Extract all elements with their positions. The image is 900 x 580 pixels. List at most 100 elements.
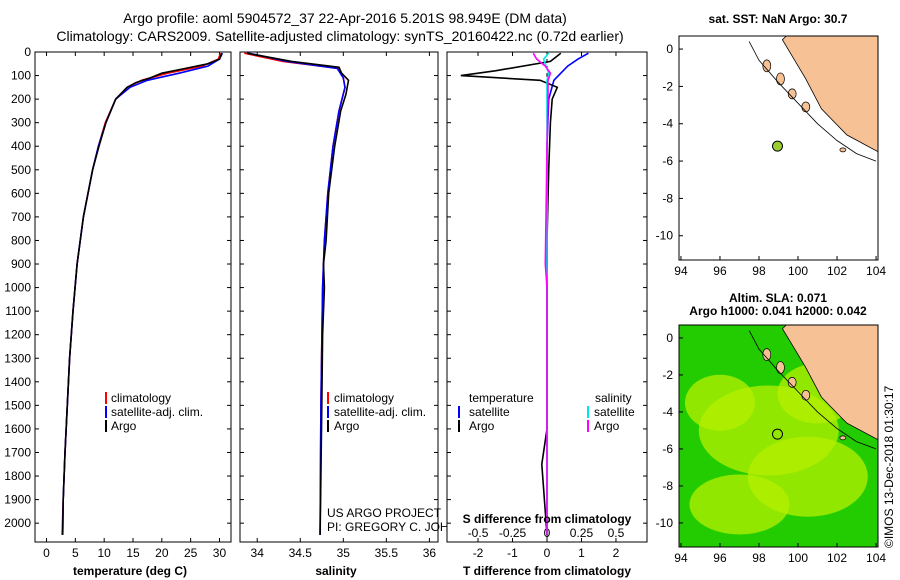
depth-tick-label: 1300: [4, 351, 31, 365]
island: [787, 88, 797, 100]
lon-tick-label: 104: [866, 551, 886, 565]
temperature-xlabel: temperature (deg C): [73, 564, 187, 578]
bathymetry-contour: [748, 41, 877, 162]
lon-tick-label: 98: [752, 551, 766, 565]
x-tick-label: 5: [72, 546, 79, 560]
map-frame: [678, 35, 879, 261]
legend-label-climatology: climatology: [334, 391, 394, 405]
lat-tick-label: -2: [662, 368, 673, 382]
legend-label-t-argo: Argo: [469, 419, 495, 433]
temperature-axes: [34, 51, 232, 543]
island: [839, 147, 847, 153]
depth-tick-label: 500: [11, 163, 31, 177]
legend-label-s-argo: Argo: [594, 419, 620, 433]
x-tick-label: 0: [544, 546, 551, 560]
lon-tick-label: 100: [788, 264, 808, 278]
legend-label-satellite: satellite-adj. clim.: [111, 405, 203, 419]
depth-tick-label: 900: [11, 257, 31, 271]
depth-tick-label: 1700: [4, 445, 31, 459]
x-tick-label: 25: [184, 546, 198, 560]
s-tick-label: 0.5: [608, 526, 625, 540]
t-difference-label: T difference from climatology: [463, 564, 631, 578]
lat-tick-label: -2: [662, 79, 673, 93]
depth-tick-label: 800: [11, 233, 31, 247]
sla-map-title1: Altim. SLA: 0.071: [729, 291, 827, 305]
depth-tick-label: 300: [11, 116, 31, 130]
x-tick-label: 10: [97, 546, 111, 560]
x-tick-label: 20: [155, 546, 169, 560]
depth-tick-label: 1500: [4, 398, 31, 412]
s-tick-label: -0.25: [499, 526, 527, 540]
temperature-panel: 0100200300400500600700800900100011001200…: [4, 45, 232, 578]
depth-tick-label: 0: [24, 45, 31, 59]
temperature-legend: climatology satellite-adj. clim. Argo: [105, 391, 203, 433]
difference-legend: temperature satellite Argo salinity sate…: [458, 391, 635, 433]
legend-label-s-satellite: satellite: [594, 405, 635, 419]
depth-tick-label: 200: [11, 92, 31, 106]
sst-map: sat. SST: NaN Argo: 30.7 94 96 98 100 102 104…: [656, 12, 887, 278]
island: [776, 72, 785, 86]
argo-location-marker: [772, 428, 784, 440]
lat-tick-label: -10: [656, 516, 674, 530]
salinity-panel: 34 34.5 35 35.5 36 climatology satellite-adj…: [239, 51, 483, 578]
depth-tick-label: 1800: [4, 469, 31, 483]
island: [801, 101, 811, 113]
depth-tick-label: 2000: [4, 516, 31, 530]
x-tick-label: 30: [213, 546, 227, 560]
credit-line2: PI: GREGORY C. JOHNSON: [327, 520, 483, 534]
depth-tick-label: 1000: [4, 281, 31, 295]
lon-tick-label: 102: [827, 551, 847, 565]
lon-tick-label: 96: [713, 264, 727, 278]
series-argo: [246, 52, 350, 535]
title-line2: Climatology: CARS2009. Satellite-adjuste…: [56, 28, 623, 44]
legend-label-satellite: satellite-adj. clim.: [334, 405, 426, 419]
argo-location-marker: [772, 140, 784, 152]
sla-anomaly: [684, 374, 755, 431]
s-difference-label: S difference from climatology: [463, 512, 632, 526]
lat-tick-label: 0: [666, 331, 673, 345]
x-tick-label: 1: [578, 546, 585, 560]
x-tick-label: 34.5: [289, 546, 313, 560]
salinity-legend: climatology satellite-adj. clim. Argo: [327, 391, 426, 433]
depth-tick-label: 600: [11, 186, 31, 200]
bathymetry-contour: [748, 330, 877, 450]
legend-title-salinity: salinity: [595, 391, 632, 405]
x-tick-label: -2: [473, 546, 484, 560]
x-tick-label: 15: [126, 546, 140, 560]
island: [787, 377, 797, 388]
lon-tick-label: 94: [674, 264, 688, 278]
island: [762, 59, 772, 73]
x-tick-label: 35: [337, 546, 351, 560]
title-line1: Argo profile: aoml 5904572_37 22-Apr-201…: [123, 10, 567, 26]
depth-tick-label: 1200: [4, 328, 31, 342]
depth-tick-label: 400: [11, 139, 31, 153]
series-argo: [61, 52, 223, 535]
x-tick-label: -1: [507, 546, 518, 560]
island: [839, 435, 847, 441]
x-tick-label: 34: [251, 546, 265, 560]
lon-tick-label: 102: [827, 264, 847, 278]
legend-label-argo: Argo: [334, 419, 360, 433]
lon-tick-label: 96: [713, 551, 727, 565]
lat-tick-label: -8: [662, 479, 673, 493]
x-tick-label: 2: [613, 546, 620, 560]
lon-tick-label: 98: [752, 264, 766, 278]
lon-tick-label: 100: [788, 551, 808, 565]
island: [801, 389, 811, 401]
lon-tick-label: 104: [866, 264, 886, 278]
lon-tick-label: 94: [674, 551, 688, 565]
lat-tick-label: 0: [666, 42, 673, 56]
credit-line1: US ARGO PROJECT: [327, 506, 442, 520]
legend-label-climatology: climatology: [111, 391, 171, 405]
lat-tick-label: -10: [656, 229, 674, 243]
depth-tick-label: 1600: [4, 422, 31, 436]
legend-label-t-satellite: satellite: [469, 405, 510, 419]
lat-tick-label: -4: [662, 117, 673, 131]
depth-tick-label: 700: [11, 210, 31, 224]
sla-map-title2: Argo h1000: 0.041 h2000: 0.042: [689, 304, 867, 318]
depth-tick-label: 1100: [5, 304, 31, 318]
difference-panel: -2 -1 0 1 2-0.5 -0.25 0 0.25 0.5 temperature sat…: [446, 51, 648, 578]
legend-label-argo: Argo: [111, 419, 137, 433]
